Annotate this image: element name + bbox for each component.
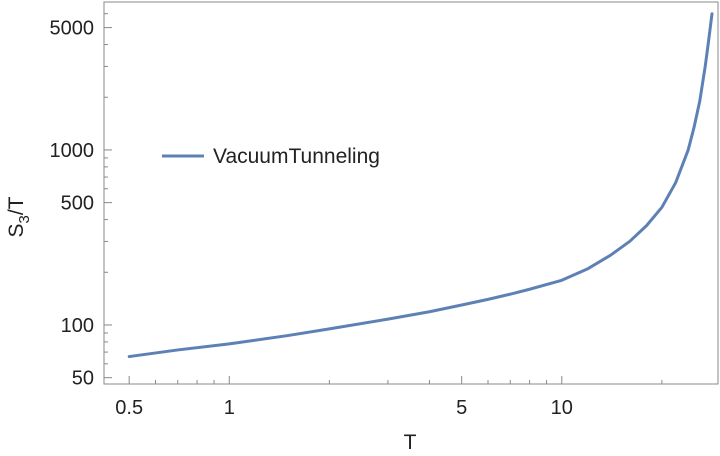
x-tick-label: 5 [456, 397, 467, 419]
legend: VacuumTunneling [162, 145, 380, 168]
x-axis-label: T [404, 431, 417, 454]
y-tick-label: 500 [61, 193, 94, 215]
legend-label: VacuumTunneling [213, 145, 380, 168]
y-axis-label-rest: /T [5, 196, 28, 215]
x-axis-tick-labels: 0.5 1 5 10 [115, 397, 573, 419]
y-axis-label: S3/T [5, 196, 33, 237]
y-tick-label: 50 [72, 368, 94, 390]
y-axis-label-main: S [5, 224, 28, 238]
y-axis-tick-labels: 50 100 500 1000 5000 [50, 18, 95, 390]
y-axis-label-subscript: 3 [16, 215, 33, 223]
plot-frame [103, 1, 719, 385]
y-tick-label: 100 [61, 315, 94, 337]
y-axis-ticks [104, 1, 112, 379]
series-line-vacuum-tunneling [127, 12, 714, 359]
y-tick-label: 1000 [50, 140, 95, 162]
y-tick-label: 5000 [50, 18, 95, 40]
x-tick-label: 0.5 [115, 397, 143, 419]
x-tick-label: 10 [551, 397, 573, 419]
x-tick-label: 1 [224, 397, 235, 419]
x-axis-ticks [128, 376, 663, 384]
